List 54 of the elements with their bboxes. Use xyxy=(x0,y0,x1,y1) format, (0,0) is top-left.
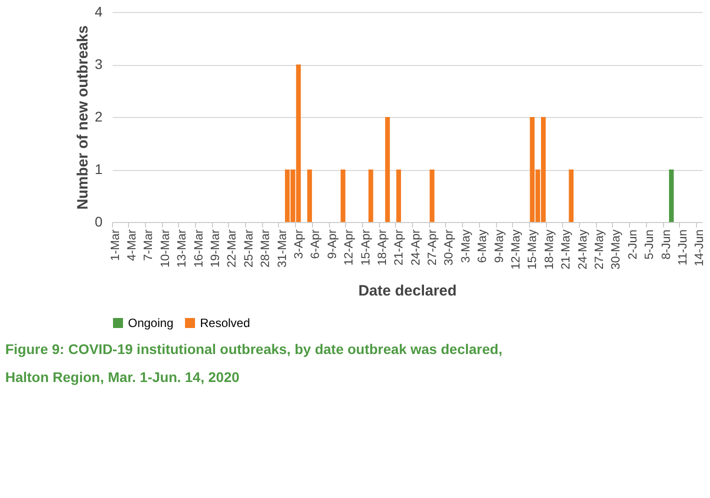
x-tick-label: 25-Mar xyxy=(241,230,256,268)
y-tick-label: 0 xyxy=(94,214,103,230)
x-tick-label: 4-Mar xyxy=(124,230,138,261)
x-tick-label: 2-Jun xyxy=(625,230,640,260)
bar xyxy=(385,117,390,222)
x-tick-label: 3-May xyxy=(458,230,472,263)
y-tick-label: 1 xyxy=(94,161,103,177)
legend-label: Ongoing xyxy=(128,316,174,330)
legend-label: Resolved xyxy=(200,316,250,330)
x-tick-label: 30-Apr xyxy=(442,230,456,266)
x-tick-label: 15-Apr xyxy=(358,230,372,266)
x-tick-label: 21-Apr xyxy=(392,230,406,266)
x-tick-label: 9-May xyxy=(492,230,506,263)
bar xyxy=(430,170,434,222)
x-tick-label: 28-Mar xyxy=(258,230,272,268)
x-tick-label: 11-Jun xyxy=(676,230,690,266)
x-tick-label: 12-May xyxy=(508,230,523,270)
x-tick-label: 5-Jun xyxy=(642,230,656,260)
bar xyxy=(568,170,574,222)
x-tick-label: 19-Mar xyxy=(208,230,222,268)
bar xyxy=(340,170,346,222)
x-tick-label: 7-Mar xyxy=(141,230,156,261)
y-tick-label: 4 xyxy=(94,4,103,20)
x-tick-label: 16-Mar xyxy=(191,230,206,268)
x-tick-label: 6-Apr xyxy=(308,229,322,259)
y-tick-label: 3 xyxy=(94,56,103,72)
x-tick-label: 10-Mar xyxy=(158,230,172,268)
x-tick-label: 12-Apr xyxy=(342,230,356,266)
x-tick-label: 31-Mar xyxy=(274,230,289,268)
x-tick-label: 21-May xyxy=(558,230,573,270)
x-axis-title: Date declared xyxy=(358,282,457,300)
x-tick-label: 24-May xyxy=(575,230,590,270)
caption: Figure 9: COVID-19 institutional outbreaks, by date outbreak was declared, Halton Region, Mar. 1-Jun. 14, 2020 xyxy=(5,341,502,385)
x-tick-label: 27-Apr xyxy=(425,230,440,266)
x-tick-label: 6-May xyxy=(475,230,490,263)
x-tick-label: 9-Apr xyxy=(324,229,339,259)
bar xyxy=(669,170,674,222)
x-tick-label: 13-Mar xyxy=(174,230,189,268)
x-tick-label: 14-Jun xyxy=(692,230,706,266)
x-tick-label: 18-May xyxy=(542,230,556,270)
y-tick-label: 2 xyxy=(94,108,103,124)
bar xyxy=(307,170,312,222)
bar xyxy=(368,170,374,222)
x-tick-label: 18-Apr xyxy=(374,230,389,266)
x-tick-label: 3-Apr xyxy=(291,229,306,259)
x-tick-label: 27-May xyxy=(592,230,606,270)
x-tick-label: 8-Jun xyxy=(658,230,673,260)
x-tick-label: 30-May xyxy=(608,230,623,270)
bar xyxy=(396,170,402,222)
x-tick-label: 24-Apr xyxy=(408,230,422,266)
x-tick-label: 15-May xyxy=(525,230,540,270)
y-axis-title: Number of new outbreaks xyxy=(74,25,92,210)
x-tick-label: 1-Mar xyxy=(108,230,122,261)
x-tick-label: 22-Mar xyxy=(224,230,239,268)
